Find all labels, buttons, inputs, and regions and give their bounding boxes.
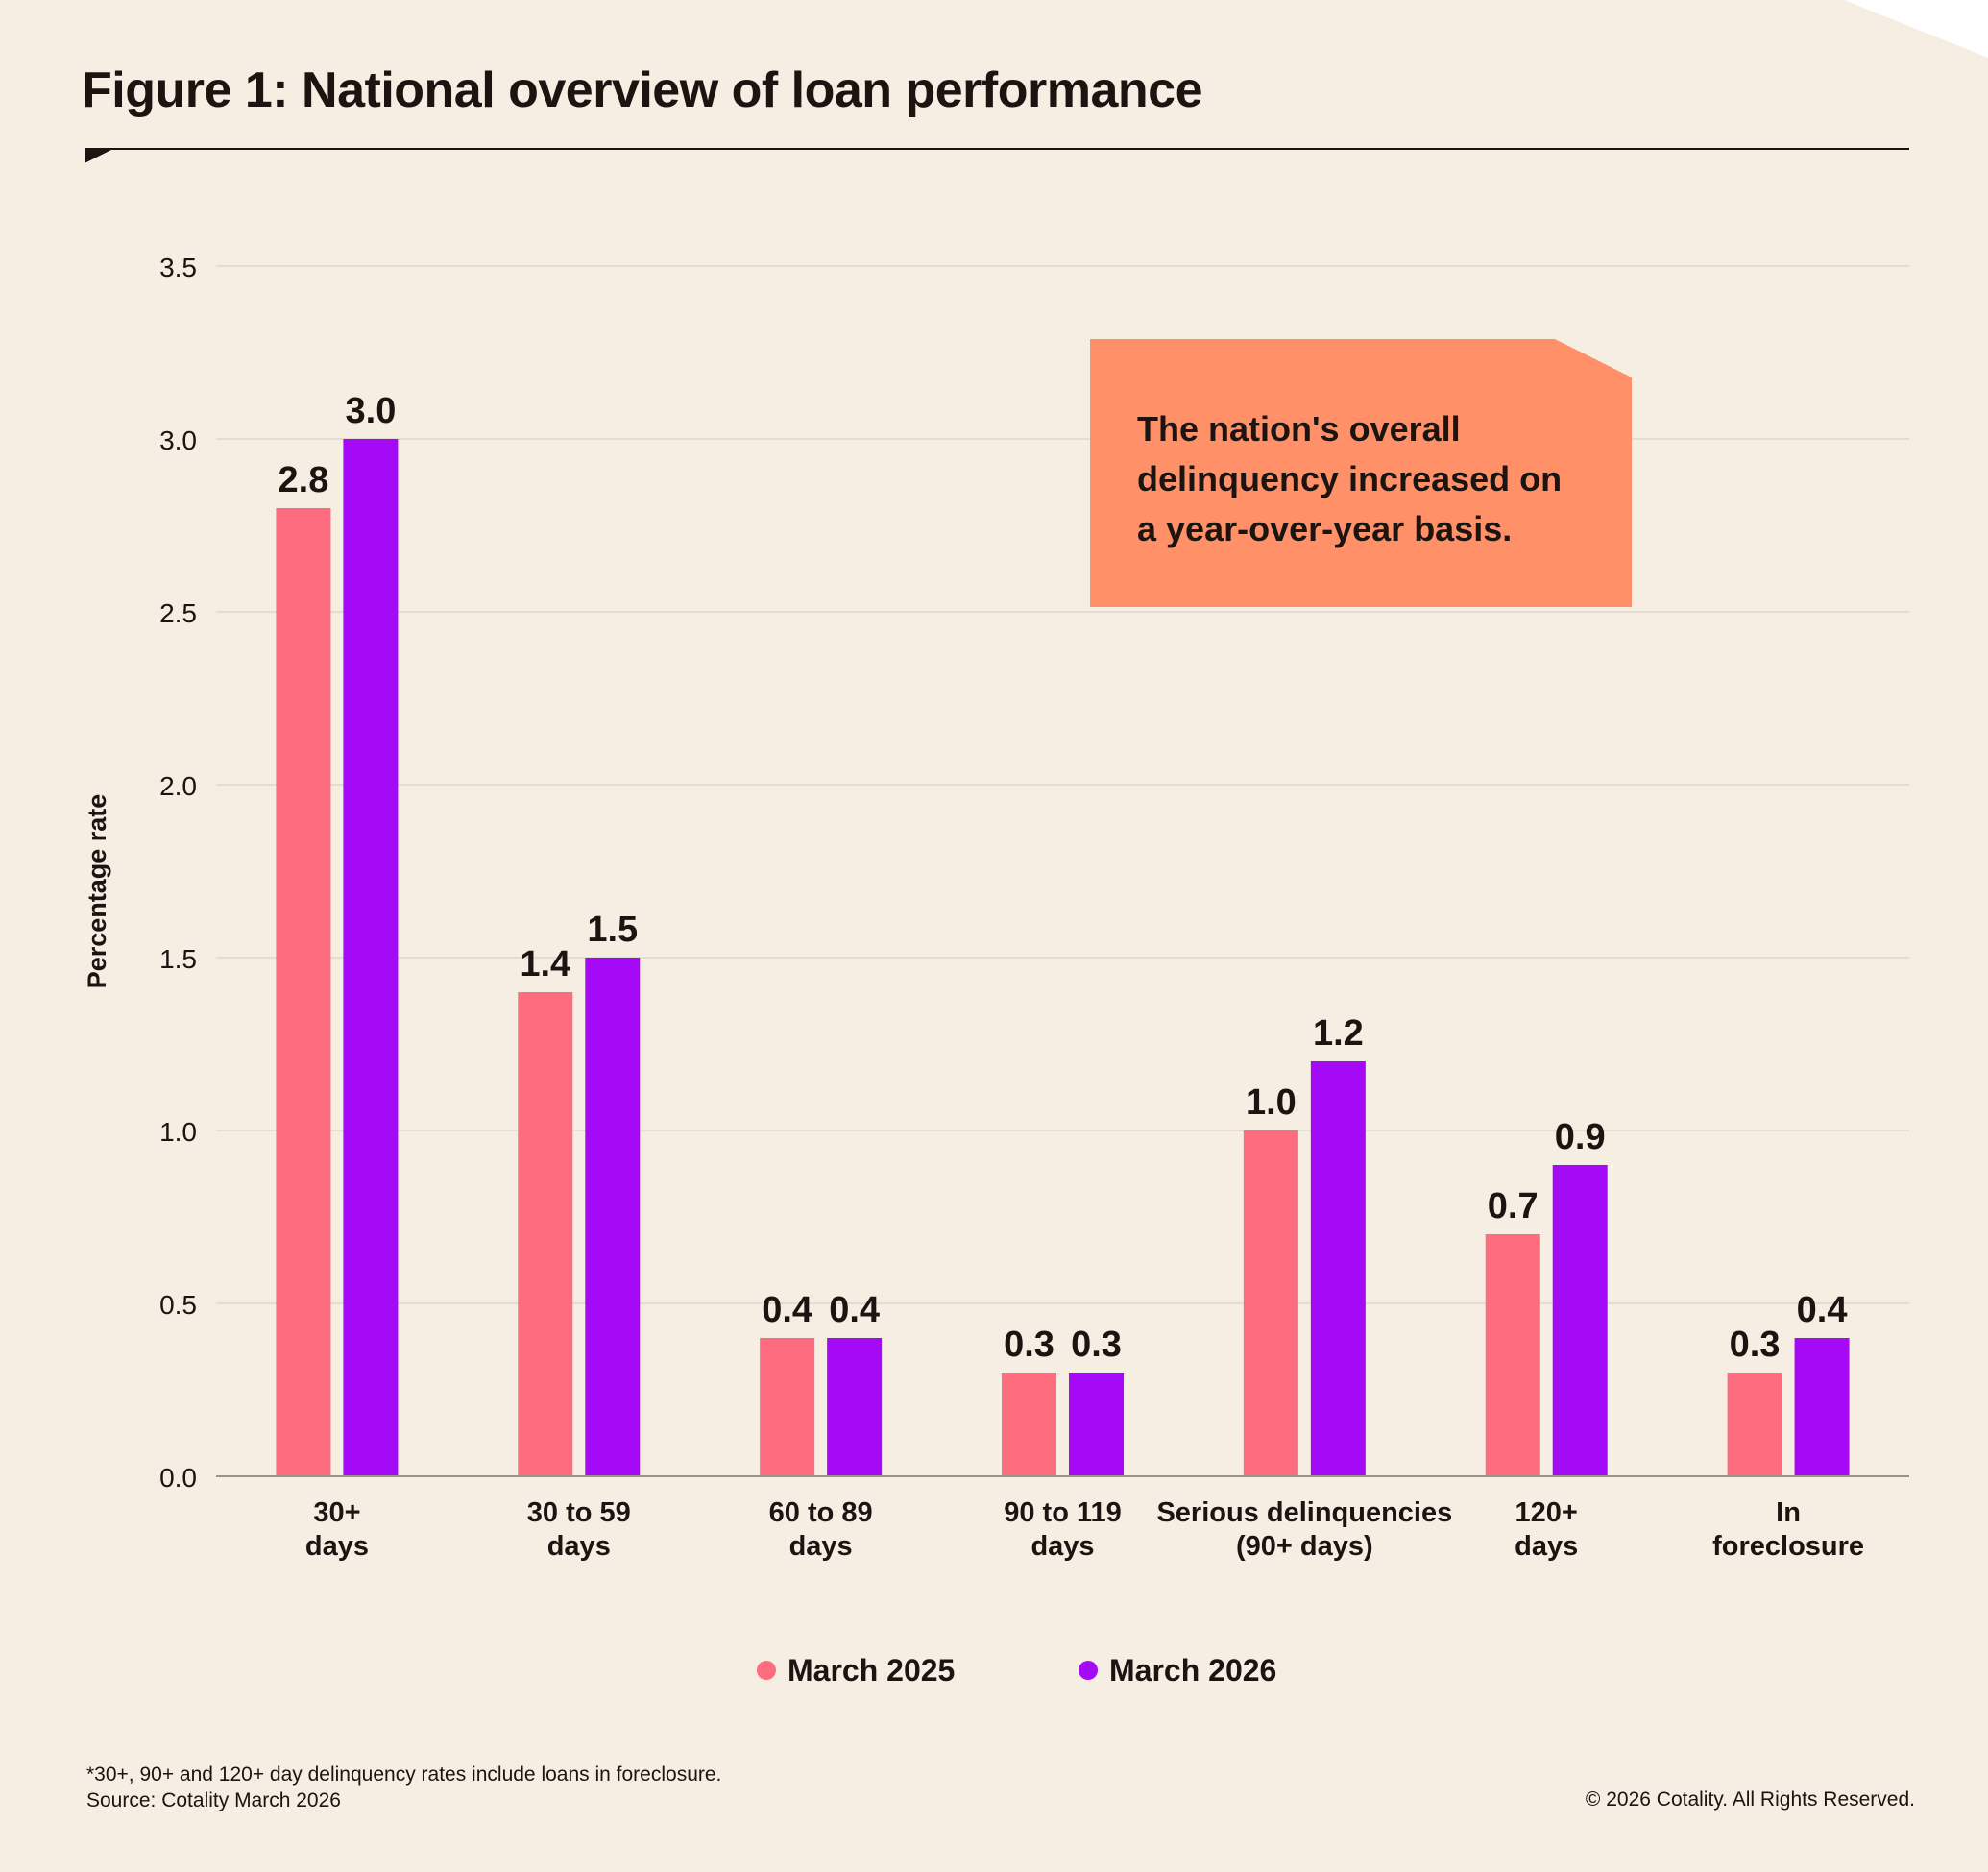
bar [518,992,573,1476]
legend-swatch-march-2026 [1079,1661,1098,1680]
bar [1552,1165,1608,1476]
x-tick-label: days [789,1531,853,1562]
bar [760,1338,815,1476]
data-label: 0.3 [1071,1325,1122,1365]
data-label: 0.9 [1555,1117,1606,1157]
x-tick-label: 60 to 89 [769,1497,873,1528]
data-label: 0.3 [1004,1325,1055,1365]
data-label: 3.0 [346,391,397,431]
x-tick-label: Serious delinquencies [1156,1497,1452,1528]
y-tick-label: 0.0 [159,1463,197,1493]
y-tick-label: 0.5 [159,1290,197,1320]
data-label: 2.8 [279,460,329,500]
x-tick-label: 120+ [1515,1497,1578,1528]
x-tick-label: days [547,1531,611,1562]
title-divider [85,148,1909,163]
bar [1727,1373,1782,1476]
callout-box: The nation's overall delinquency increas… [1090,339,1632,607]
legend: March 2025 March 2026 [0,1646,1988,1694]
x-tick-label: In [1776,1497,1801,1528]
callout-line: The nation's overall [1137,409,1461,449]
data-label: 0.4 [762,1290,812,1330]
bar [1485,1234,1540,1476]
y-axis-label: Percentage rate [83,794,111,989]
bar [1002,1373,1056,1476]
bar [1794,1338,1850,1476]
callout-line: a year-over-year basis. [1137,509,1513,548]
corner-decoration [1844,0,1988,58]
legend-label-march-2025: March 2025 [788,1652,956,1688]
x-tick-label: days [1030,1531,1094,1562]
legend-label-march-2026: March 2026 [1109,1652,1277,1688]
bar [343,439,399,1476]
x-tick-label: 30 to 59 [527,1497,631,1528]
y-tick-label: 3.5 [159,253,197,282]
data-label: 0.3 [1730,1325,1781,1365]
data-label: 1.0 [1246,1082,1297,1123]
y-tick-label: 1.0 [159,1117,197,1147]
data-label: 1.4 [520,944,570,985]
data-label: 1.2 [1313,1013,1364,1054]
data-label: 1.5 [587,910,638,950]
x-tick-label: foreclosure [1712,1531,1864,1562]
data-label: 0.7 [1488,1186,1539,1227]
x-tick-label: days [305,1531,369,1562]
legend-item-march-2026: March 2026 [1079,1646,1276,1694]
x-tick-label: 30+ [313,1497,360,1528]
bar [827,1338,883,1476]
callout-text: The nation's overall delinquency increas… [1137,404,1598,554]
x-tick-label: days [1515,1531,1578,1562]
footnote: *30+, 90+ and 120+ day delinquency rates… [86,1762,721,1813]
bar [276,508,331,1476]
y-tick-label: 2.5 [159,598,197,628]
data-label: 0.4 [829,1290,880,1330]
footnote-note: *30+, 90+ and 120+ day delinquency rates… [86,1763,722,1786]
legend-item-march-2025: March 2025 [757,1646,955,1694]
legend-swatch-march-2025 [757,1661,776,1680]
bar [1243,1130,1298,1476]
callout-line: delinquency increased on [1137,459,1563,498]
y-tick-label: 1.5 [159,944,197,974]
y-tick-label: 3.0 [159,425,197,455]
x-tick-label: 90 to 119 [1004,1497,1122,1528]
chart-title: Figure 1: National overview of loan perf… [82,62,1203,118]
data-label: 0.4 [1797,1290,1848,1330]
footnote-source: Source: Cotality March 2026 [86,1789,341,1811]
bar [1069,1373,1124,1476]
x-tick-label: (90+ days) [1236,1531,1373,1562]
y-tick-label: 2.0 [159,771,197,801]
bar [585,958,641,1476]
copyright: © 2026 Cotality. All Rights Reserved. [1585,1788,1915,1811]
bar [1310,1061,1366,1476]
callout-shape [1090,339,1632,607]
